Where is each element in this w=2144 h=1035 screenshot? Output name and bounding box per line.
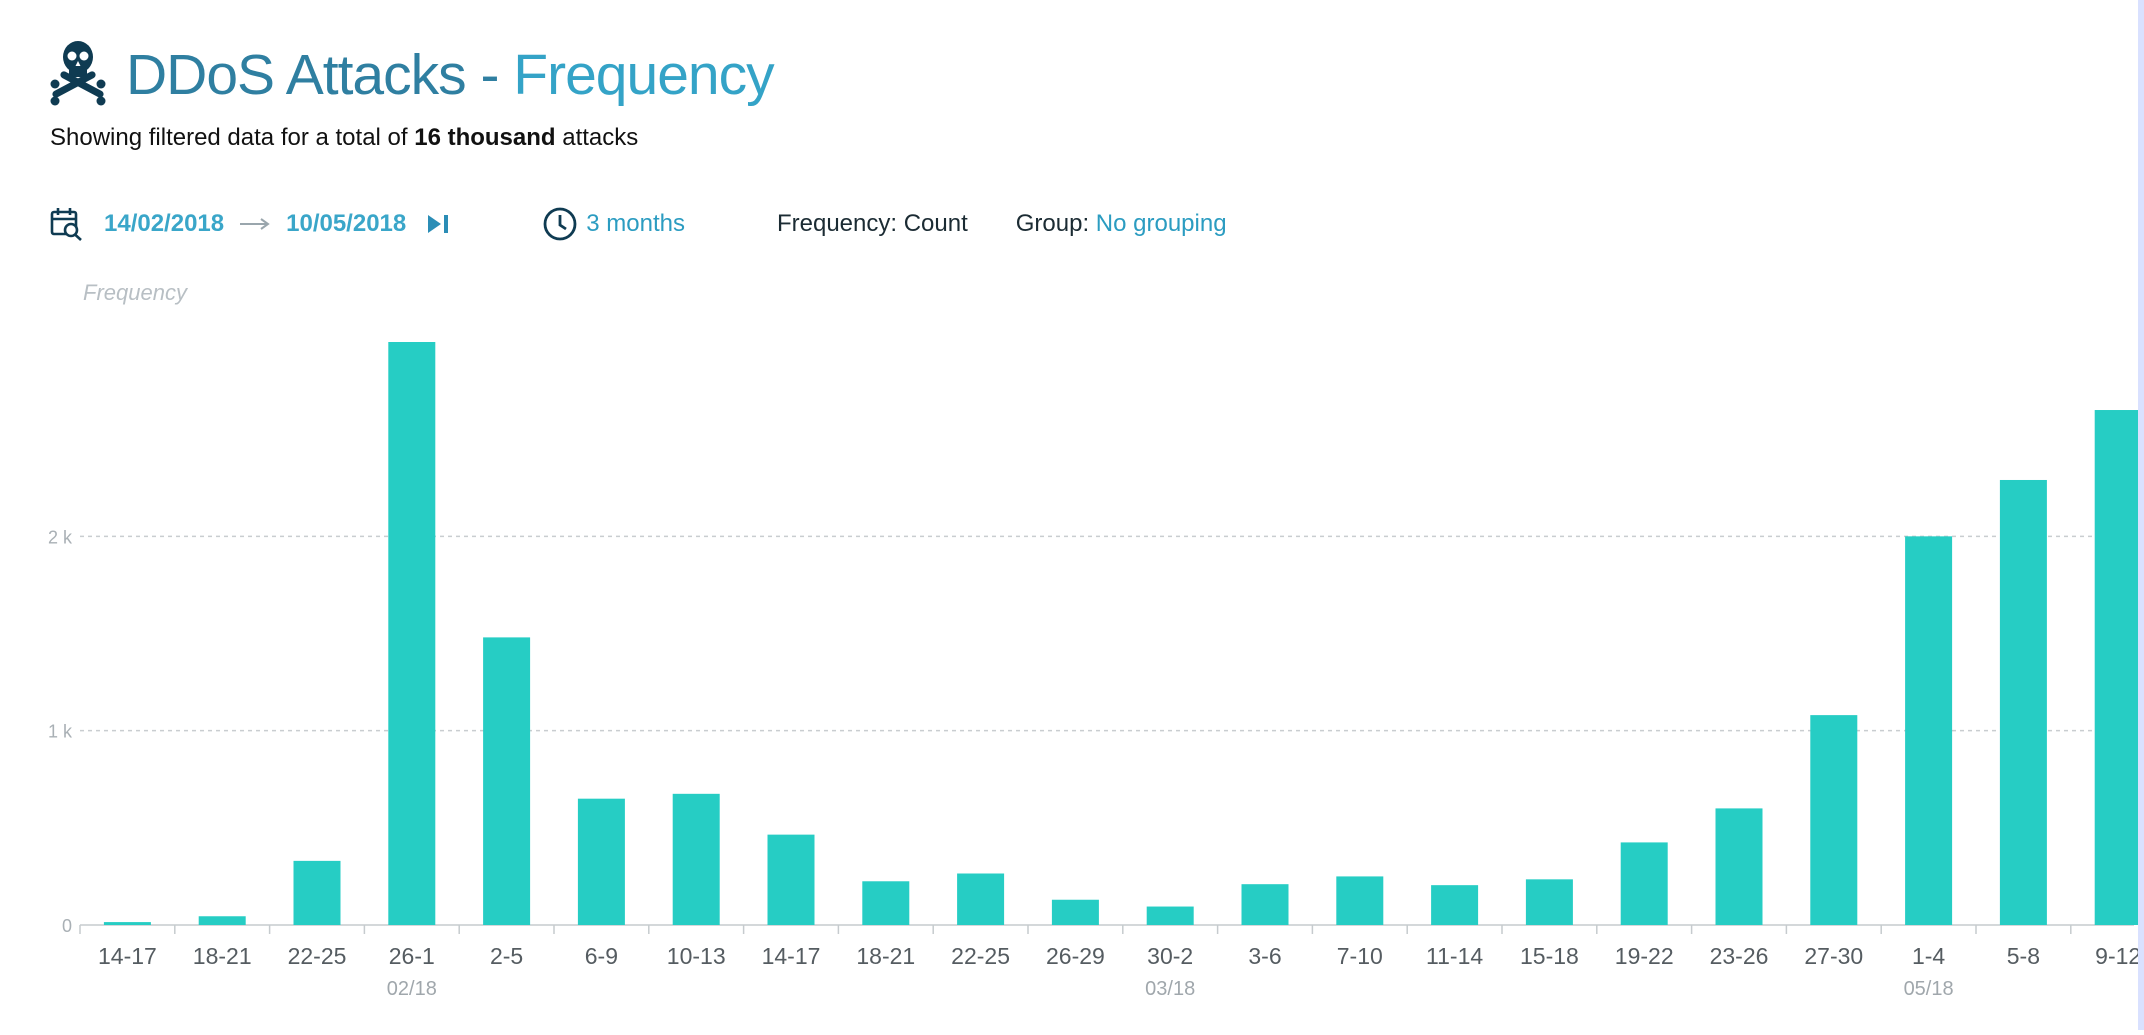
bar bbox=[767, 834, 815, 925]
x-tick-label: 5-8 bbox=[2007, 943, 2040, 969]
bar bbox=[577, 798, 625, 925]
arrow-right-icon bbox=[240, 218, 270, 230]
x-tick-label: 14-17 bbox=[98, 943, 157, 969]
duration-selector[interactable]: 3 months bbox=[586, 210, 685, 237]
x-tick-label: 1-4 bbox=[1912, 943, 1945, 969]
bar bbox=[1715, 808, 1763, 925]
subtitle-suffix: attacks bbox=[555, 124, 639, 151]
filter-controls: 14/02/2018 10/05/2018 3 months Frequency… bbox=[50, 202, 1227, 246]
subtitle-prefix: Showing filtered data for a total of bbox=[50, 124, 415, 151]
y-tick-label: 1 k bbox=[48, 722, 73, 742]
group-selector[interactable]: Group: No grouping bbox=[1016, 210, 1227, 238]
title-accent[interactable]: Frequency bbox=[513, 43, 774, 107]
y-tick-label: 0 bbox=[62, 916, 72, 936]
bar bbox=[1146, 906, 1194, 925]
x-tick-label: 22-25 bbox=[288, 943, 347, 969]
right-edge bbox=[2138, 0, 2144, 1030]
group-value[interactable]: No grouping bbox=[1095, 210, 1227, 237]
x-tick-label: 22-25 bbox=[951, 943, 1010, 969]
x-tick-label: 3-6 bbox=[1248, 943, 1281, 969]
frequency-chart: Frequency 0 1 k 2 k 14-17 18-21 22-25 26-1 2-5 6-… bbox=[0, 270, 2144, 1030]
bar bbox=[483, 637, 531, 925]
y-axis-label: Frequency bbox=[83, 280, 189, 305]
x-tick-label: 26-29 bbox=[1046, 943, 1105, 969]
bar bbox=[1336, 876, 1384, 925]
bar bbox=[198, 916, 246, 925]
x-tick-label: 7-10 bbox=[1337, 943, 1383, 969]
date-from[interactable]: 14/02/2018 bbox=[104, 210, 225, 237]
bar bbox=[1620, 842, 1668, 925]
frequency-selector[interactable]: Frequency: Count bbox=[776, 210, 968, 237]
chart-header: DDoS Attacks - Frequency Showing filtere… bbox=[50, 40, 775, 152]
skull-crossbones-icon bbox=[50, 41, 106, 106]
bar bbox=[1525, 879, 1573, 925]
bar bbox=[293, 860, 341, 925]
bar bbox=[862, 881, 910, 925]
x-tick-label: 18-21 bbox=[193, 943, 252, 969]
date-to[interactable]: 10/05/2018 bbox=[286, 210, 407, 237]
x-tick-label: 6-9 bbox=[585, 943, 618, 969]
month-label: 03/18 bbox=[1145, 978, 1195, 1000]
group-label: Group: bbox=[1015, 210, 1096, 237]
subtitle: Showing filtered data for a total of 16 … bbox=[50, 124, 774, 152]
bar bbox=[1241, 884, 1289, 925]
x-tick-label: 9-12 bbox=[2095, 943, 2141, 969]
x-tick-label: 10-13 bbox=[667, 943, 726, 969]
calendar-search-icon[interactable] bbox=[50, 206, 84, 242]
bar bbox=[1431, 885, 1479, 925]
x-tick-label: 26-1 bbox=[389, 943, 435, 969]
bar bbox=[103, 922, 151, 925]
y-tick-label: 2 k bbox=[48, 527, 73, 547]
bar bbox=[1999, 479, 2047, 925]
skip-to-end-icon[interactable] bbox=[426, 212, 452, 236]
x-tick-label: 15-18 bbox=[1520, 943, 1579, 969]
title-main: DDoS Attacks - bbox=[126, 43, 514, 107]
bar bbox=[1051, 899, 1099, 925]
x-tick-label: 14-17 bbox=[762, 943, 821, 969]
month-label: 05/18 bbox=[1904, 978, 1954, 1000]
clock-icon[interactable] bbox=[542, 206, 578, 242]
bar bbox=[388, 342, 436, 925]
x-tick-label: 23-26 bbox=[1710, 943, 1769, 969]
bar-chart-svg: Frequency 0 1 k 2 k 14-17 18-21 22-25 26-1 2-5 6-… bbox=[48, 280, 2142, 1000]
x-tick-label: 2-5 bbox=[490, 943, 523, 969]
bar bbox=[672, 793, 720, 925]
x-tick-label: 11-14 bbox=[1426, 943, 1483, 969]
subtitle-total: 16 thousand bbox=[414, 124, 556, 151]
page-title: DDoS Attacks - Frequency bbox=[126, 42, 775, 108]
x-tick-label: 30-2 bbox=[1147, 943, 1193, 969]
x-tick-label: 18-21 bbox=[856, 943, 915, 969]
bar bbox=[1905, 536, 1953, 925]
x-tick-label: 27-30 bbox=[1804, 943, 1863, 969]
x-tick-label: 19-22 bbox=[1615, 943, 1674, 969]
bar bbox=[957, 873, 1005, 925]
bar bbox=[1810, 715, 1858, 925]
bar bbox=[2094, 410, 2142, 925]
month-label: 02/18 bbox=[387, 978, 437, 1000]
